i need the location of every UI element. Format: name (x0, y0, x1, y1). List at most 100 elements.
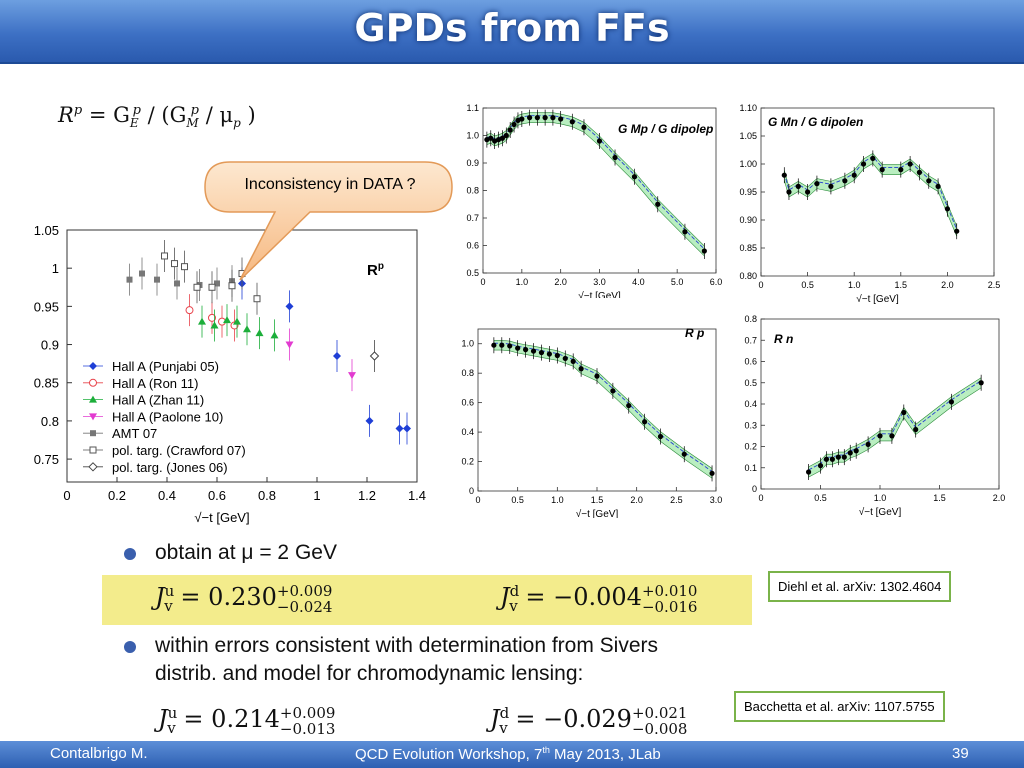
panel-title: G Mn / G dipolen (768, 115, 863, 129)
legend-entry: AMT 07 (112, 426, 157, 441)
data-point (171, 260, 178, 268)
legend-entry: Hall A (Ron 11) (112, 376, 198, 391)
eq-jd-1: Jdv = −0.004 +0.010 −0.016 (500, 581, 698, 616)
x-tick-label: 0 (758, 493, 763, 503)
x-tick-label: 2.0 (941, 280, 954, 290)
y-tick-label: 1.05 (34, 223, 59, 238)
panel-title: R n (774, 332, 793, 346)
data-point (365, 416, 374, 425)
data-point (243, 325, 251, 333)
x-tick-label: 4.0 (632, 277, 645, 287)
data-point (285, 341, 294, 349)
x-tick-label: 1.5 (591, 495, 604, 505)
data-point (913, 426, 919, 433)
ref-diehl: Diehl et al. arXiv: 1302.4604 (768, 571, 952, 602)
y-tick-label: 0.5 (466, 268, 479, 278)
callout-bubble (204, 161, 453, 281)
highlight-box (102, 575, 752, 625)
rp-plot-frame (66, 229, 418, 483)
data-point (851, 172, 857, 178)
legend-entry: Hall A (Punjabi 05) (112, 359, 219, 374)
data-point (542, 115, 548, 121)
y-tick-label: 0.4 (461, 427, 474, 437)
x-tick-label: 0.5 (801, 280, 814, 290)
y-tick-label: 0.95 (739, 187, 757, 197)
data-point (507, 343, 513, 349)
x-axis-label: √−t [GeV] (194, 510, 249, 525)
data-point (682, 229, 688, 235)
x-tick-label: 1.4 (408, 488, 426, 503)
eq-ju-1: Juv = 0.230 +0.009 −0.024 (155, 581, 333, 616)
x-tick-label: 3.0 (593, 277, 606, 287)
data-point (515, 345, 521, 351)
data-point (562, 355, 568, 362)
x-axis-label: √−t [GeV] (578, 290, 621, 298)
y-tick-label: 0.7 (466, 213, 479, 223)
data-point (889, 433, 895, 439)
data-point (208, 313, 216, 322)
data-point (835, 454, 841, 460)
x-tick-label: 1.0 (874, 493, 887, 503)
data-point (853, 448, 859, 454)
data-point (626, 402, 632, 409)
y-tick-label: 0.2 (461, 457, 474, 467)
y-tick-label: 0.9 (466, 158, 479, 168)
data-point (709, 470, 715, 476)
x-tick-label: 0.2 (108, 488, 126, 503)
rp-chart: 0 0.2 0.4 0.6 0.8 1 1.2 1.4 1.05 1 0.95 0.9 0.85 0.8 0… (34, 223, 426, 525)
data-point (657, 433, 664, 440)
data-point (88, 462, 98, 472)
legend-entry: pol. targ. (Jones 06) (112, 460, 228, 475)
gmn-chart: 0 0.5 1.0 1.5 2.0 2.5 1.10 1.05 1.00 0.95 0.90 0.85… (739, 103, 1000, 305)
slide-title: GPDs from FFs (354, 6, 670, 50)
y-tick-label: 0.8 (461, 368, 474, 378)
data-point (612, 154, 618, 161)
data-point (488, 135, 494, 141)
data-point (935, 183, 941, 189)
data-point (193, 283, 201, 291)
y-tick-label: 0.6 (466, 241, 479, 251)
x-tick-label: 1.0 (516, 277, 529, 287)
gmp-chart: 0 1.0 2.0 3.0 4.0 5.0 6.0 1.1 1.0 0.9 0.8 0.7 0.6 0.5… (466, 103, 722, 298)
data-point (161, 252, 168, 260)
x-tick-label: 0.4 (158, 488, 176, 503)
data-point (198, 317, 206, 325)
data-point (208, 283, 216, 291)
data-point (978, 380, 984, 386)
data-point (594, 373, 600, 379)
data-point (90, 430, 96, 437)
eq-jd-2: Jdv = −0.029 +0.021 −0.008 (490, 703, 688, 738)
data-point (89, 413, 97, 421)
data-point (511, 121, 517, 128)
data-point (823, 456, 830, 462)
data-point (781, 172, 787, 178)
rp-small-chart: 0 0.5 1.0 1.5 2.0 2.5 3.0 1.0 0.8 0.6 0.4 0.2 0 √−t [… (461, 326, 722, 518)
data-point (569, 119, 575, 125)
data-point (223, 316, 231, 324)
data-point (89, 446, 97, 454)
y-tick-label: 0.3 (744, 420, 757, 430)
x-tick-label: 1.2 (358, 488, 376, 503)
data-point (550, 115, 556, 121)
data-point (879, 167, 885, 173)
model-band (808, 377, 982, 478)
footer-bar (0, 741, 1024, 768)
panel-title: R p (685, 326, 704, 340)
data-point (527, 115, 533, 121)
x-tick-label: 0 (480, 277, 485, 287)
data-point (546, 351, 552, 357)
data-point (270, 331, 279, 339)
data-point (610, 388, 616, 394)
footer-page-number: 39 (952, 745, 969, 762)
data-point (174, 280, 180, 287)
x-axis-label: √−t [GeV] (859, 506, 902, 518)
data-point (805, 189, 811, 195)
data-point (870, 155, 876, 161)
x-axis-label: √−t [GeV] (856, 293, 899, 305)
y-tick-label: 0.6 (461, 398, 474, 408)
data-point (842, 178, 848, 184)
legend-entry: pol. targ. (Crawford 07) (112, 443, 246, 458)
data-point (806, 469, 812, 475)
data-point (369, 351, 380, 361)
y-tick-label: 0.8 (41, 414, 59, 429)
